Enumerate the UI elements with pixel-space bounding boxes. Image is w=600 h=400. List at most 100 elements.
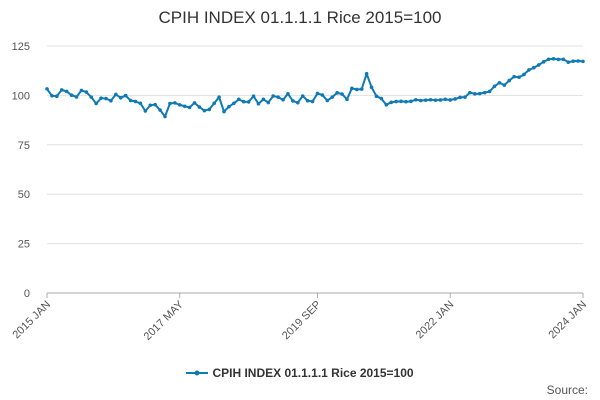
data-point <box>354 87 359 92</box>
data-point <box>217 95 221 99</box>
data-point <box>418 98 423 103</box>
data-point <box>276 95 280 99</box>
data-point <box>409 99 413 104</box>
data-point <box>153 102 157 107</box>
data-point <box>45 87 49 91</box>
data-point <box>340 92 344 96</box>
data-point <box>512 74 516 79</box>
x-tick-label: 2017 MAY <box>142 298 187 343</box>
data-point <box>118 95 123 100</box>
data-point <box>394 99 398 104</box>
data-point <box>492 84 497 89</box>
x-axis: 2015 JAN 2017 MAY 2019 SEP 2022 JAN 2024 JAN <box>10 293 589 343</box>
data-point <box>320 93 325 97</box>
data-point <box>182 104 187 109</box>
data-point <box>532 65 536 70</box>
data-point <box>50 93 54 98</box>
data-point <box>241 99 246 104</box>
data-point <box>271 94 276 98</box>
data-point <box>364 71 369 76</box>
y-tick-label: 0 <box>24 288 30 300</box>
data-point <box>517 75 521 80</box>
data-point <box>227 104 231 109</box>
data-point <box>94 101 98 106</box>
data-point <box>197 105 202 109</box>
data-point <box>305 98 310 103</box>
data-point <box>576 59 580 63</box>
data-point <box>527 68 531 72</box>
y-tick-label: 75 <box>18 140 30 152</box>
legend-marker-icon <box>186 370 209 376</box>
data-point <box>428 97 433 102</box>
data-point <box>266 100 271 105</box>
data-point <box>433 98 438 102</box>
data-point <box>246 100 251 104</box>
data-point <box>177 103 182 107</box>
y-tick-label: 125 <box>12 41 30 53</box>
series-line <box>46 57 584 118</box>
data-point <box>148 103 153 108</box>
series-rice <box>45 57 585 119</box>
data-point <box>261 97 266 102</box>
data-point <box>59 88 64 92</box>
data-point <box>192 101 197 105</box>
data-point <box>468 90 472 95</box>
y-tick-label: 50 <box>18 189 30 201</box>
x-tick-label: 2015 JAN <box>10 299 53 342</box>
data-point <box>173 101 177 105</box>
data-point <box>84 90 89 94</box>
data-point <box>414 97 418 102</box>
data-point <box>438 98 443 102</box>
data-point <box>222 109 226 114</box>
data-point <box>507 78 512 83</box>
data-point <box>389 100 394 105</box>
data-point <box>448 98 453 102</box>
data-point <box>202 108 207 113</box>
data-point <box>123 93 128 98</box>
data-point <box>522 72 526 77</box>
data-point <box>556 57 561 62</box>
data-point <box>281 97 285 102</box>
data-point <box>143 109 148 113</box>
data-point <box>350 86 354 91</box>
data-point <box>232 101 236 106</box>
data-point <box>89 95 94 99</box>
data-point <box>79 88 84 93</box>
y-tick-label: 100 <box>12 90 30 102</box>
data-point <box>74 95 79 99</box>
data-point <box>236 97 241 102</box>
data-point <box>187 105 192 110</box>
data-point <box>546 57 551 62</box>
legend-label: CPIH INDEX 01.1.1.1 Rice 2015=100 <box>212 366 414 380</box>
data-point <box>315 91 320 96</box>
y-tick-label: 25 <box>18 239 30 251</box>
data-point <box>286 92 290 96</box>
data-point <box>502 83 507 87</box>
x-tick-label: 2019 SEP <box>280 299 324 343</box>
data-point <box>69 93 74 98</box>
data-point <box>335 91 339 95</box>
x-tick-label: 2022 JAN <box>414 299 457 342</box>
gridlines <box>47 45 583 294</box>
data-point <box>212 101 216 106</box>
data-point <box>256 101 261 106</box>
data-point <box>359 87 364 91</box>
data-point <box>399 99 403 104</box>
data-point <box>482 90 487 95</box>
data-point <box>207 107 212 112</box>
data-point <box>251 94 256 98</box>
data-point <box>345 97 349 102</box>
data-point <box>310 99 315 104</box>
data-point <box>423 98 428 102</box>
data-point <box>374 94 379 98</box>
legend[interactable]: CPIH INDEX 01.1.1.1 Rice 2015=100 <box>0 366 600 380</box>
chart-title: CPIH INDEX 01.1.1.1 Rice 2015=100 <box>158 8 442 27</box>
data-point <box>291 99 295 103</box>
data-point <box>109 98 113 103</box>
data-point <box>404 99 408 104</box>
data-point <box>571 59 575 64</box>
data-point <box>168 101 172 106</box>
data-point <box>551 57 556 61</box>
data-point <box>566 60 571 65</box>
